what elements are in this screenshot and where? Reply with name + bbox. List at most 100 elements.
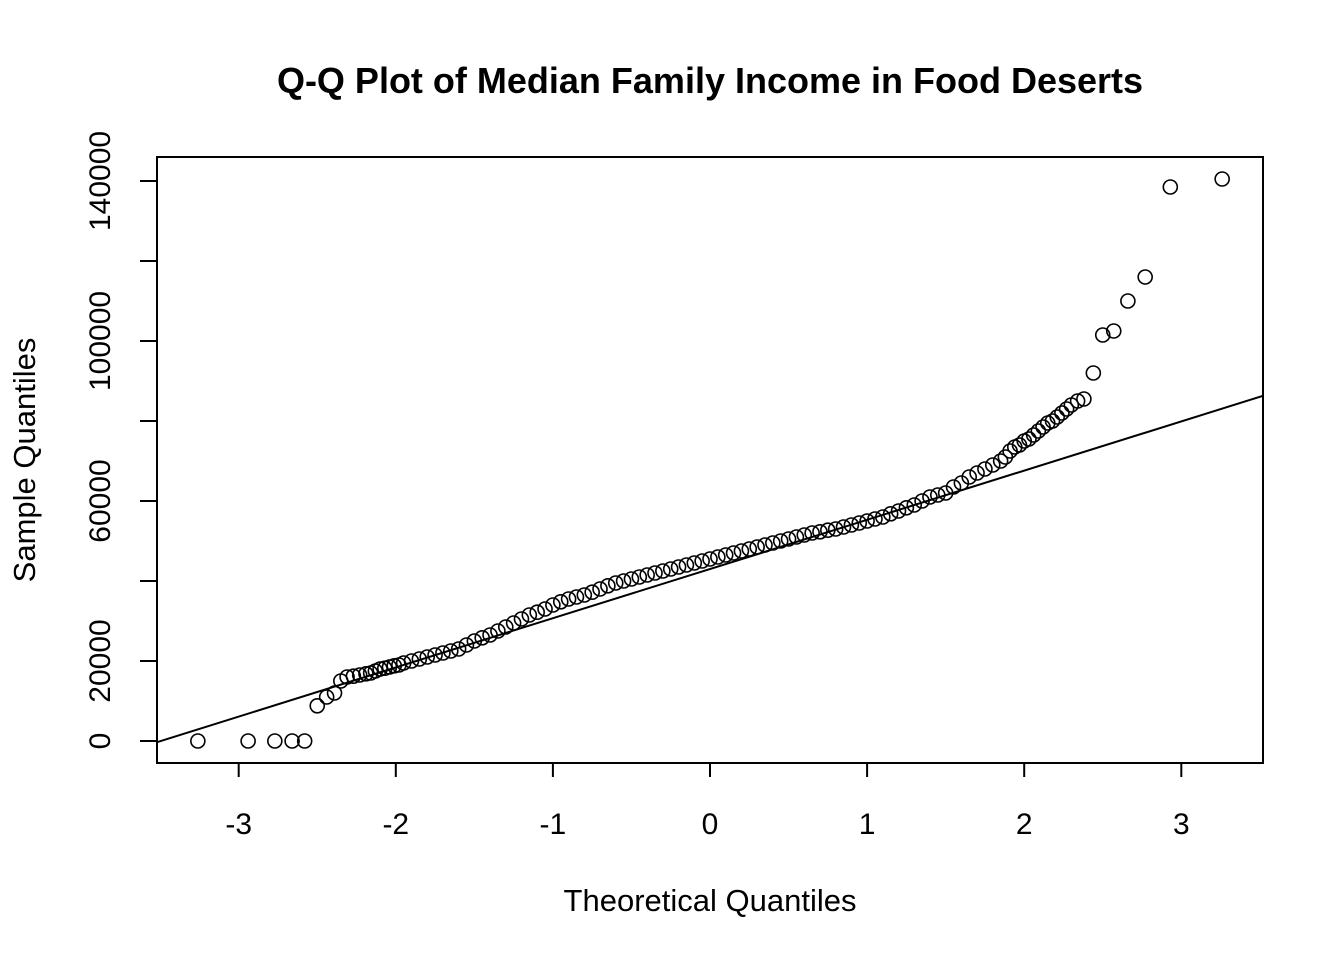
- sample-point: [607, 575, 624, 591]
- sample-point: [914, 493, 930, 509]
- sample-point: [922, 489, 938, 505]
- sample-point: [820, 522, 836, 539]
- sample-point: [600, 577, 616, 594]
- x-tick-label: -3: [225, 808, 252, 841]
- sample-point: [1044, 413, 1061, 429]
- sample-point: [859, 513, 875, 529]
- x-axis: -3 -2 -1 0 1 2 3: [225, 762, 1190, 841]
- sample-point: [411, 651, 428, 667]
- sample-point: [1049, 409, 1065, 425]
- sample-point: [1076, 391, 1092, 407]
- sample-point: [717, 547, 734, 563]
- sample-point: [1021, 431, 1037, 447]
- sample-point: [686, 555, 703, 571]
- sample-point: [1025, 427, 1042, 443]
- sample-point: [326, 685, 343, 701]
- sample-point: [560, 591, 577, 607]
- sample-point: [992, 453, 1009, 469]
- sample-point: [1162, 179, 1179, 195]
- sample-point: [296, 733, 313, 749]
- sample-point: [765, 535, 781, 551]
- y-tick-label: 140000: [84, 131, 117, 231]
- sample-point: [345, 668, 362, 685]
- sample-point: [977, 461, 993, 477]
- sample-point: [435, 645, 451, 661]
- y-tick-label: 60000: [84, 459, 117, 542]
- sample-point: [419, 649, 436, 665]
- sample-point: [741, 541, 758, 557]
- sample-point: [513, 611, 530, 627]
- sample-point: [1094, 327, 1111, 343]
- sample-point: [1137, 269, 1153, 285]
- sample-point: [427, 647, 443, 663]
- chart-title: Q-Q Plot of Median Family Income in Food…: [277, 60, 1143, 101]
- x-axis-label: Theoretical Quantiles: [564, 883, 857, 918]
- sample-point: [1085, 365, 1102, 381]
- sample-point: [466, 633, 483, 649]
- sample-point: [867, 511, 883, 527]
- sample-point: [662, 561, 679, 577]
- sample-point: [670, 559, 687, 575]
- sample-point: [490, 623, 506, 639]
- plot-frame: [156, 156, 1264, 764]
- sample-point: [284, 733, 300, 749]
- sample-point: [969, 465, 985, 481]
- sample-point: [615, 573, 632, 589]
- sample-point: [458, 637, 475, 653]
- sample-point: [1214, 171, 1230, 187]
- x-tick-label: 1: [859, 808, 876, 841]
- sample-point: [450, 641, 467, 657]
- sample-point: [710, 549, 726, 565]
- sample-point: [804, 525, 820, 541]
- sample-point: [339, 669, 355, 685]
- sample-point: [497, 619, 514, 635]
- y-axis: 0 20000 60000 100000 140000: [84, 131, 158, 750]
- y-tick-label: 0: [84, 733, 117, 750]
- sample-point: [568, 589, 585, 605]
- reference-line: [156, 394, 1264, 744]
- sample-point: [882, 505, 899, 522]
- sample-point: [812, 523, 828, 540]
- sample-point: [733, 543, 750, 559]
- sample-point: [875, 509, 891, 525]
- sample-point: [1105, 323, 1122, 339]
- sample-point: [1120, 293, 1136, 309]
- sample-point: [351, 667, 368, 683]
- sample-point: [631, 569, 648, 585]
- sample-point: [851, 515, 868, 531]
- sample-point: [190, 733, 206, 749]
- sample-point: [482, 627, 498, 643]
- sample-point: [395, 655, 412, 671]
- sample-point: [537, 601, 553, 617]
- sample-point: [639, 567, 655, 583]
- sample-point: [906, 497, 923, 513]
- sample-point: [442, 643, 459, 659]
- x-tick-label: 3: [1173, 808, 1190, 841]
- sample-point: [592, 581, 608, 597]
- sample-point: [240, 733, 256, 749]
- sample-point: [961, 469, 978, 485]
- sample-point: [796, 527, 813, 543]
- sample-point: [694, 553, 710, 569]
- sample-point: [937, 485, 954, 501]
- sample-point: [576, 587, 593, 603]
- sample-point: [702, 551, 718, 567]
- sample-point: [1054, 405, 1070, 421]
- x-tick-label: -1: [540, 808, 567, 841]
- sample-point: [678, 557, 695, 573]
- sample-point: [757, 537, 773, 553]
- y-tick-label: 20000: [84, 619, 117, 702]
- sample-point: [1069, 393, 1086, 409]
- sample-point: [647, 565, 663, 581]
- sample-point: [780, 531, 797, 547]
- sample-point: [890, 503, 907, 519]
- y-axis-label: Sample Quantiles: [7, 338, 42, 583]
- sample-point: [788, 529, 805, 545]
- sample-point: [521, 607, 538, 623]
- sample-point: [953, 475, 970, 491]
- sample-point: [1030, 423, 1047, 439]
- sample-point: [749, 539, 765, 555]
- sample-point: [403, 653, 420, 669]
- sample-point: [318, 689, 335, 705]
